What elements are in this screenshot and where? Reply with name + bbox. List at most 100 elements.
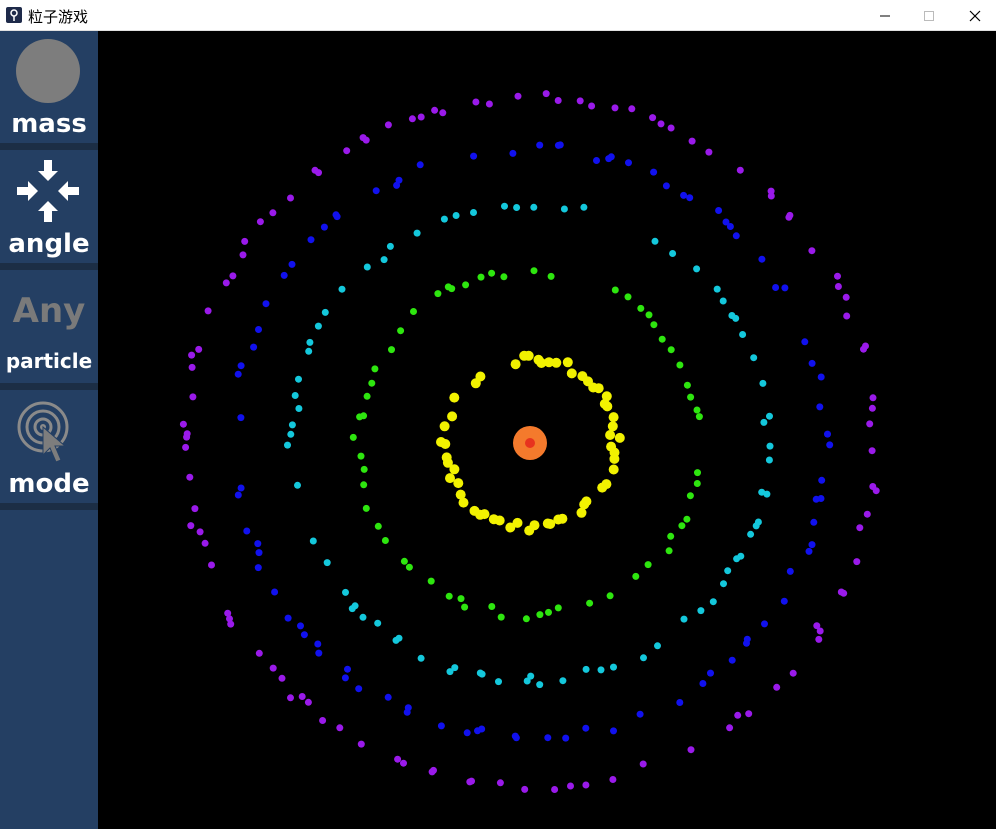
minimize-icon — [880, 15, 890, 16]
particle — [349, 433, 357, 441]
particle — [726, 223, 734, 230]
minimize-button[interactable] — [862, 0, 908, 31]
particle — [767, 192, 775, 200]
particle — [417, 113, 425, 121]
target-cursor-icon — [17, 401, 69, 463]
maximize-button[interactable] — [906, 0, 952, 31]
particle — [239, 251, 247, 259]
particle — [284, 441, 291, 449]
particle — [544, 357, 554, 368]
particle — [693, 480, 701, 487]
particle — [488, 514, 499, 525]
angle-tool-button[interactable]: angle — [0, 151, 98, 262]
particle — [416, 161, 424, 169]
particle — [868, 447, 876, 455]
particle — [817, 373, 825, 381]
particle — [536, 681, 544, 689]
particle — [321, 308, 329, 316]
particle — [560, 205, 568, 213]
particle — [527, 672, 535, 680]
particle — [404, 704, 412, 712]
particle — [380, 256, 388, 264]
particle — [720, 580, 727, 588]
particle — [542, 518, 553, 529]
particle — [306, 338, 314, 346]
particle — [188, 351, 196, 359]
sidebar-divider — [0, 503, 98, 510]
particle — [649, 114, 657, 122]
mass-label: mass — [11, 109, 87, 139]
particle — [686, 194, 694, 202]
mode-tool-button[interactable]: mode — [0, 391, 98, 502]
particle — [226, 615, 233, 623]
particle — [765, 456, 773, 464]
particle — [834, 283, 842, 290]
particle — [695, 413, 703, 421]
close-button[interactable] — [952, 0, 996, 31]
particle — [469, 505, 480, 516]
particle — [693, 406, 701, 414]
particle — [680, 615, 688, 623]
particle — [554, 604, 562, 612]
particle — [816, 403, 824, 411]
particle — [315, 169, 322, 177]
particle — [726, 724, 734, 732]
particle — [842, 293, 850, 301]
particle-field — [179, 90, 880, 793]
particle — [582, 781, 590, 789]
particle — [815, 635, 823, 643]
particle — [189, 393, 197, 401]
particle — [869, 483, 877, 490]
particle — [576, 507, 587, 518]
particle — [255, 326, 262, 333]
particle — [752, 522, 760, 530]
particle — [713, 285, 721, 293]
app-icon — [6, 7, 22, 23]
particle — [362, 136, 370, 144]
particle — [801, 338, 809, 346]
particle — [818, 476, 826, 484]
particle — [428, 768, 436, 776]
particle — [320, 223, 328, 231]
particle — [544, 734, 552, 742]
particle — [501, 202, 508, 210]
particle — [384, 121, 392, 129]
particle — [636, 710, 644, 718]
particle — [523, 350, 534, 361]
particle — [781, 284, 789, 292]
particle — [739, 331, 747, 338]
particle — [434, 290, 442, 298]
any-label: Any — [12, 291, 86, 331]
particle — [393, 181, 401, 189]
particle-tool-button[interactable]: Any particle — [0, 271, 98, 382]
particle — [478, 670, 486, 678]
particle — [470, 152, 478, 160]
particle — [343, 147, 351, 155]
particle — [384, 693, 392, 701]
particle — [761, 620, 768, 628]
particle — [688, 137, 696, 145]
particle — [840, 589, 848, 597]
particle — [357, 452, 365, 460]
particle — [250, 343, 258, 351]
particle — [611, 104, 619, 112]
particle — [431, 106, 439, 114]
particle — [254, 564, 262, 572]
particle — [547, 272, 555, 280]
central-mass[interactable] — [525, 438, 535, 448]
particle — [510, 359, 521, 370]
particle — [449, 464, 460, 475]
particle — [813, 622, 821, 630]
simulation-canvas[interactable] — [98, 31, 996, 829]
particle — [644, 561, 652, 569]
particle — [355, 685, 363, 693]
particle — [187, 522, 195, 530]
particle — [262, 300, 270, 308]
particle — [736, 166, 744, 174]
particle — [687, 746, 695, 754]
particle — [693, 265, 701, 273]
mass-tool-button[interactable]: mass — [0, 31, 98, 142]
particle — [582, 724, 590, 732]
particle — [278, 674, 286, 682]
particle — [388, 346, 395, 354]
